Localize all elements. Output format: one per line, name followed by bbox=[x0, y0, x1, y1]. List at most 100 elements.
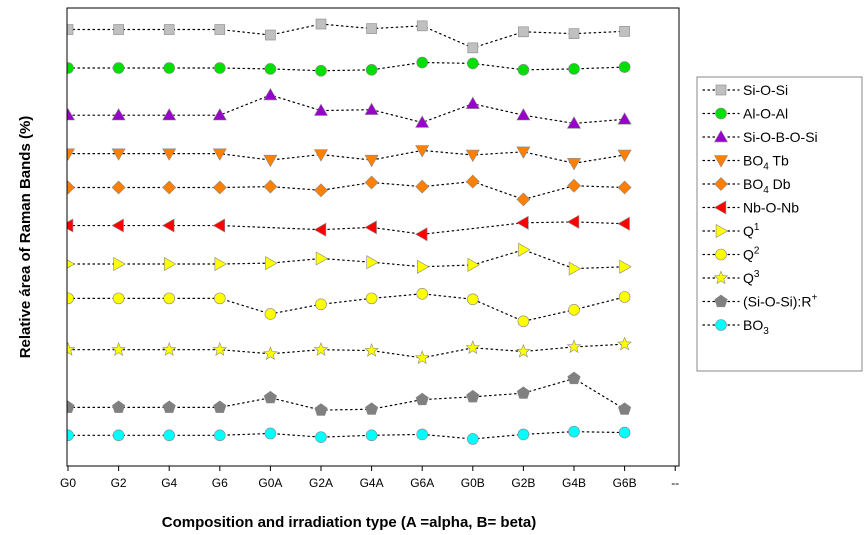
legend-item: Al-O-Al bbox=[702, 106, 788, 122]
data-point bbox=[416, 287, 429, 300]
data-point bbox=[465, 96, 480, 109]
data-point bbox=[416, 259, 430, 274]
legend-label: BO4 Db bbox=[743, 176, 791, 196]
data-point bbox=[617, 149, 632, 163]
series-layer bbox=[67, 18, 632, 445]
data-point bbox=[516, 215, 529, 230]
legend-label: (Si-O-Si):R+ bbox=[743, 293, 817, 310]
data-point bbox=[264, 63, 277, 75]
data-point bbox=[415, 145, 430, 158]
legend-marker bbox=[715, 248, 727, 261]
data-point bbox=[314, 183, 328, 198]
legend: Si-O-Si Al-O-Al Si-O-B-O-Si BO4 Tb BO4 Db Nb-… bbox=[696, 76, 863, 372]
series-bo3 bbox=[67, 425, 631, 445]
data-point bbox=[416, 56, 429, 69]
data-point bbox=[313, 149, 329, 162]
legend-marker bbox=[713, 270, 729, 285]
legend-item: Si-O-Si bbox=[702, 82, 788, 98]
series-q1 bbox=[67, 242, 632, 276]
data-point bbox=[162, 180, 177, 195]
data-point bbox=[566, 214, 580, 229]
data-point bbox=[315, 431, 327, 443]
legend-label: Al-O-Al bbox=[743, 106, 788, 122]
data-point bbox=[315, 64, 327, 77]
data-point bbox=[213, 400, 227, 413]
data-point bbox=[618, 61, 631, 73]
data-point bbox=[365, 402, 379, 415]
data-point bbox=[112, 400, 126, 413]
x-tick-label: G6B bbox=[613, 476, 637, 490]
data-point bbox=[518, 26, 529, 38]
y-axis-title: Relative área of Raman Bands (%) bbox=[17, 116, 34, 359]
data-point bbox=[518, 242, 531, 257]
data-point bbox=[67, 292, 74, 305]
x-tick-label: G6A bbox=[410, 476, 434, 490]
legend-item: BO3 bbox=[702, 317, 769, 337]
data-point bbox=[164, 256, 177, 272]
series-line bbox=[67, 23, 626, 49]
data-point bbox=[466, 389, 480, 403]
data-point bbox=[366, 23, 377, 34]
data-point bbox=[568, 261, 582, 276]
series-q2 bbox=[67, 287, 631, 328]
legend-item: Q2 bbox=[702, 246, 760, 263]
data-point bbox=[67, 24, 74, 35]
data-point bbox=[617, 180, 632, 195]
data-point bbox=[313, 341, 329, 356]
data-point bbox=[263, 179, 278, 194]
data-point bbox=[163, 24, 175, 35]
legend-item: Q3 bbox=[702, 269, 760, 286]
legend-marker bbox=[715, 319, 727, 331]
data-point bbox=[415, 227, 428, 242]
data-point bbox=[67, 148, 76, 161]
data-point bbox=[365, 292, 378, 305]
data-point bbox=[315, 298, 327, 311]
series-si-o-si-r bbox=[67, 371, 632, 416]
legend-label: Si-O-Si bbox=[743, 82, 788, 98]
data-point bbox=[67, 62, 74, 74]
data-point bbox=[364, 154, 379, 168]
x-tick-label: G2B bbox=[511, 476, 535, 490]
data-point bbox=[113, 256, 126, 272]
series-line bbox=[67, 149, 626, 164]
data-point bbox=[162, 108, 177, 121]
series-line bbox=[67, 343, 626, 359]
data-point bbox=[161, 341, 177, 356]
data-point bbox=[516, 386, 530, 399]
data-point bbox=[263, 154, 278, 168]
data-point bbox=[111, 108, 126, 121]
data-point bbox=[162, 400, 176, 413]
legend-item: BO4 Db bbox=[702, 176, 791, 196]
series-line bbox=[67, 221, 626, 235]
legend-label: Nb-O-Nb bbox=[743, 200, 799, 216]
x-tick-label: G2 bbox=[111, 476, 127, 490]
data-point bbox=[517, 315, 530, 328]
legend-marker bbox=[713, 200, 727, 215]
data-point bbox=[617, 112, 632, 125]
data-point bbox=[112, 62, 125, 74]
x-tick-label: -- bbox=[671, 476, 679, 490]
data-point bbox=[619, 26, 630, 37]
data-point bbox=[214, 429, 226, 442]
x-tick-label: G4A bbox=[360, 476, 384, 490]
legend-item: Nb-O-Nb bbox=[702, 200, 799, 216]
data-point bbox=[263, 390, 277, 404]
legend-label: Q1 bbox=[743, 222, 760, 239]
data-point bbox=[466, 57, 479, 70]
data-point bbox=[568, 304, 580, 316]
data-point bbox=[566, 158, 582, 171]
data-point bbox=[212, 148, 227, 161]
data-point bbox=[364, 220, 377, 235]
data-point bbox=[265, 29, 276, 41]
data-point bbox=[618, 291, 631, 303]
data-point bbox=[162, 148, 177, 161]
data-point bbox=[415, 179, 430, 194]
x-tick-label: G4 bbox=[161, 476, 177, 490]
series-line bbox=[67, 94, 626, 125]
x-axis-title: Composition and irradiation type (A =alp… bbox=[162, 514, 537, 531]
data-point bbox=[415, 392, 429, 406]
data-point bbox=[264, 427, 277, 440]
data-point bbox=[364, 175, 379, 190]
data-point bbox=[465, 174, 480, 189]
data-point bbox=[567, 178, 581, 193]
